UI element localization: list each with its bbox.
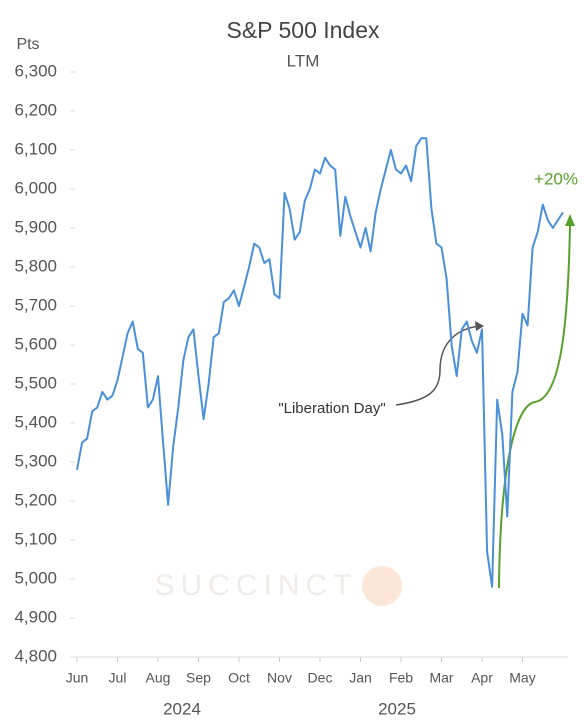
y-tick-label: 5,400 <box>14 412 57 431</box>
arrow-head <box>565 214 575 226</box>
chart-title: S&P 500 Index <box>226 17 380 43</box>
y-tick-label: 5,300 <box>14 451 57 470</box>
x-tick-label: Aug <box>146 670 171 686</box>
chart-subtitle: LTM <box>287 51 320 70</box>
x-tick-label: Feb <box>389 670 413 686</box>
x-tick-label: Jul <box>109 670 127 686</box>
y-tick-label: 4,900 <box>14 607 57 626</box>
x-tick-label: Sep <box>186 670 211 686</box>
x-tick-label: Jan <box>349 670 372 686</box>
x-tick-label: Mar <box>429 670 453 686</box>
growth-arrow <box>498 224 571 589</box>
y-tick-label: 5,700 <box>14 295 57 314</box>
arrow-head <box>475 321 484 331</box>
year-label: 2025 <box>378 699 416 718</box>
x-tick-label: Dec <box>308 670 333 686</box>
x-tick-label: Jun <box>66 670 89 686</box>
y-tick-label: 5,600 <box>14 334 57 353</box>
annotation: "Liberation Day" <box>278 400 385 417</box>
y-tick-label: 5,200 <box>14 490 57 509</box>
y-tick-label: 6,200 <box>14 100 57 119</box>
y-tick-label: 5,100 <box>14 529 57 548</box>
y-axis-label: Pts <box>16 36 39 53</box>
x-tick-label: Apr <box>471 670 493 686</box>
y-tick-label: 5,800 <box>14 256 57 275</box>
annotation: +20% <box>534 169 578 188</box>
x-tick-label: Nov <box>267 670 292 686</box>
x-tick-label: Oct <box>228 670 250 686</box>
y-tick-label: 6,100 <box>14 139 57 158</box>
watermark: SUCCINCT <box>155 569 358 602</box>
y-tick-label: 5,000 <box>14 568 57 587</box>
y-tick-label: 5,900 <box>14 217 57 236</box>
annotation-arrow <box>395 325 481 406</box>
year-label: 2024 <box>163 699 201 718</box>
y-tick-label: 6,000 <box>14 178 57 197</box>
y-tick-label: 6,300 <box>14 61 57 80</box>
x-tick-label: May <box>509 670 535 686</box>
watermark-logo <box>362 566 402 606</box>
line <box>76 137 564 588</box>
y-tick-label: 5,500 <box>14 373 57 392</box>
y-tick-label: 4,800 <box>14 646 57 665</box>
